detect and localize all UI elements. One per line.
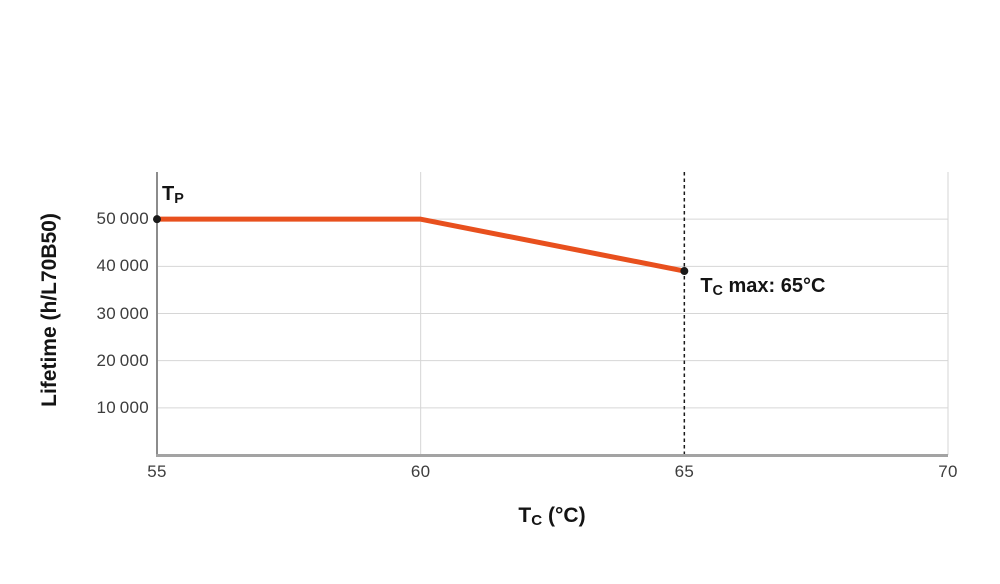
y-tick-label: 10 000 [96, 397, 149, 417]
x-axis-title: TC (°C) [518, 504, 585, 528]
tp-annotation-symbol: T [162, 183, 175, 206]
x-tick-label: 55 [147, 462, 167, 481]
x-tick-label: 70 [938, 462, 958, 481]
data-point-marker [153, 215, 161, 224]
data-point-marker [680, 267, 689, 276]
y-tick-label: 40 000 [96, 256, 149, 276]
y-tick-label: 50 000 [96, 209, 149, 229]
x-tick-label: 65 [674, 462, 695, 481]
tc-max-annotation: TC max: 65°C [700, 275, 826, 300]
x-axis-title-symbol: T [518, 504, 532, 527]
y-axis-title: Lifetime (h/L70B50) [38, 213, 62, 407]
tc-max-annotation-subscript: C [712, 283, 723, 300]
tc-max-annotation-symbol: T [700, 275, 713, 298]
tc-max-annotation-text: max: 65°C [722, 275, 826, 298]
y-tick-label: 20 000 [96, 350, 149, 370]
y-axis-title-text: Lifetime (h/L70B50) [37, 213, 61, 407]
lifetime-line [157, 216, 685, 274]
x-tick-label: 60 [410, 462, 431, 481]
y-tick-label: 30 000 [96, 303, 149, 323]
tp-annotation: TP [162, 183, 184, 208]
tp-annotation-subscript: P [174, 191, 184, 208]
x-axis-title-subscript: C [531, 512, 543, 530]
x-axis-title-unit: (°C) [542, 504, 586, 527]
